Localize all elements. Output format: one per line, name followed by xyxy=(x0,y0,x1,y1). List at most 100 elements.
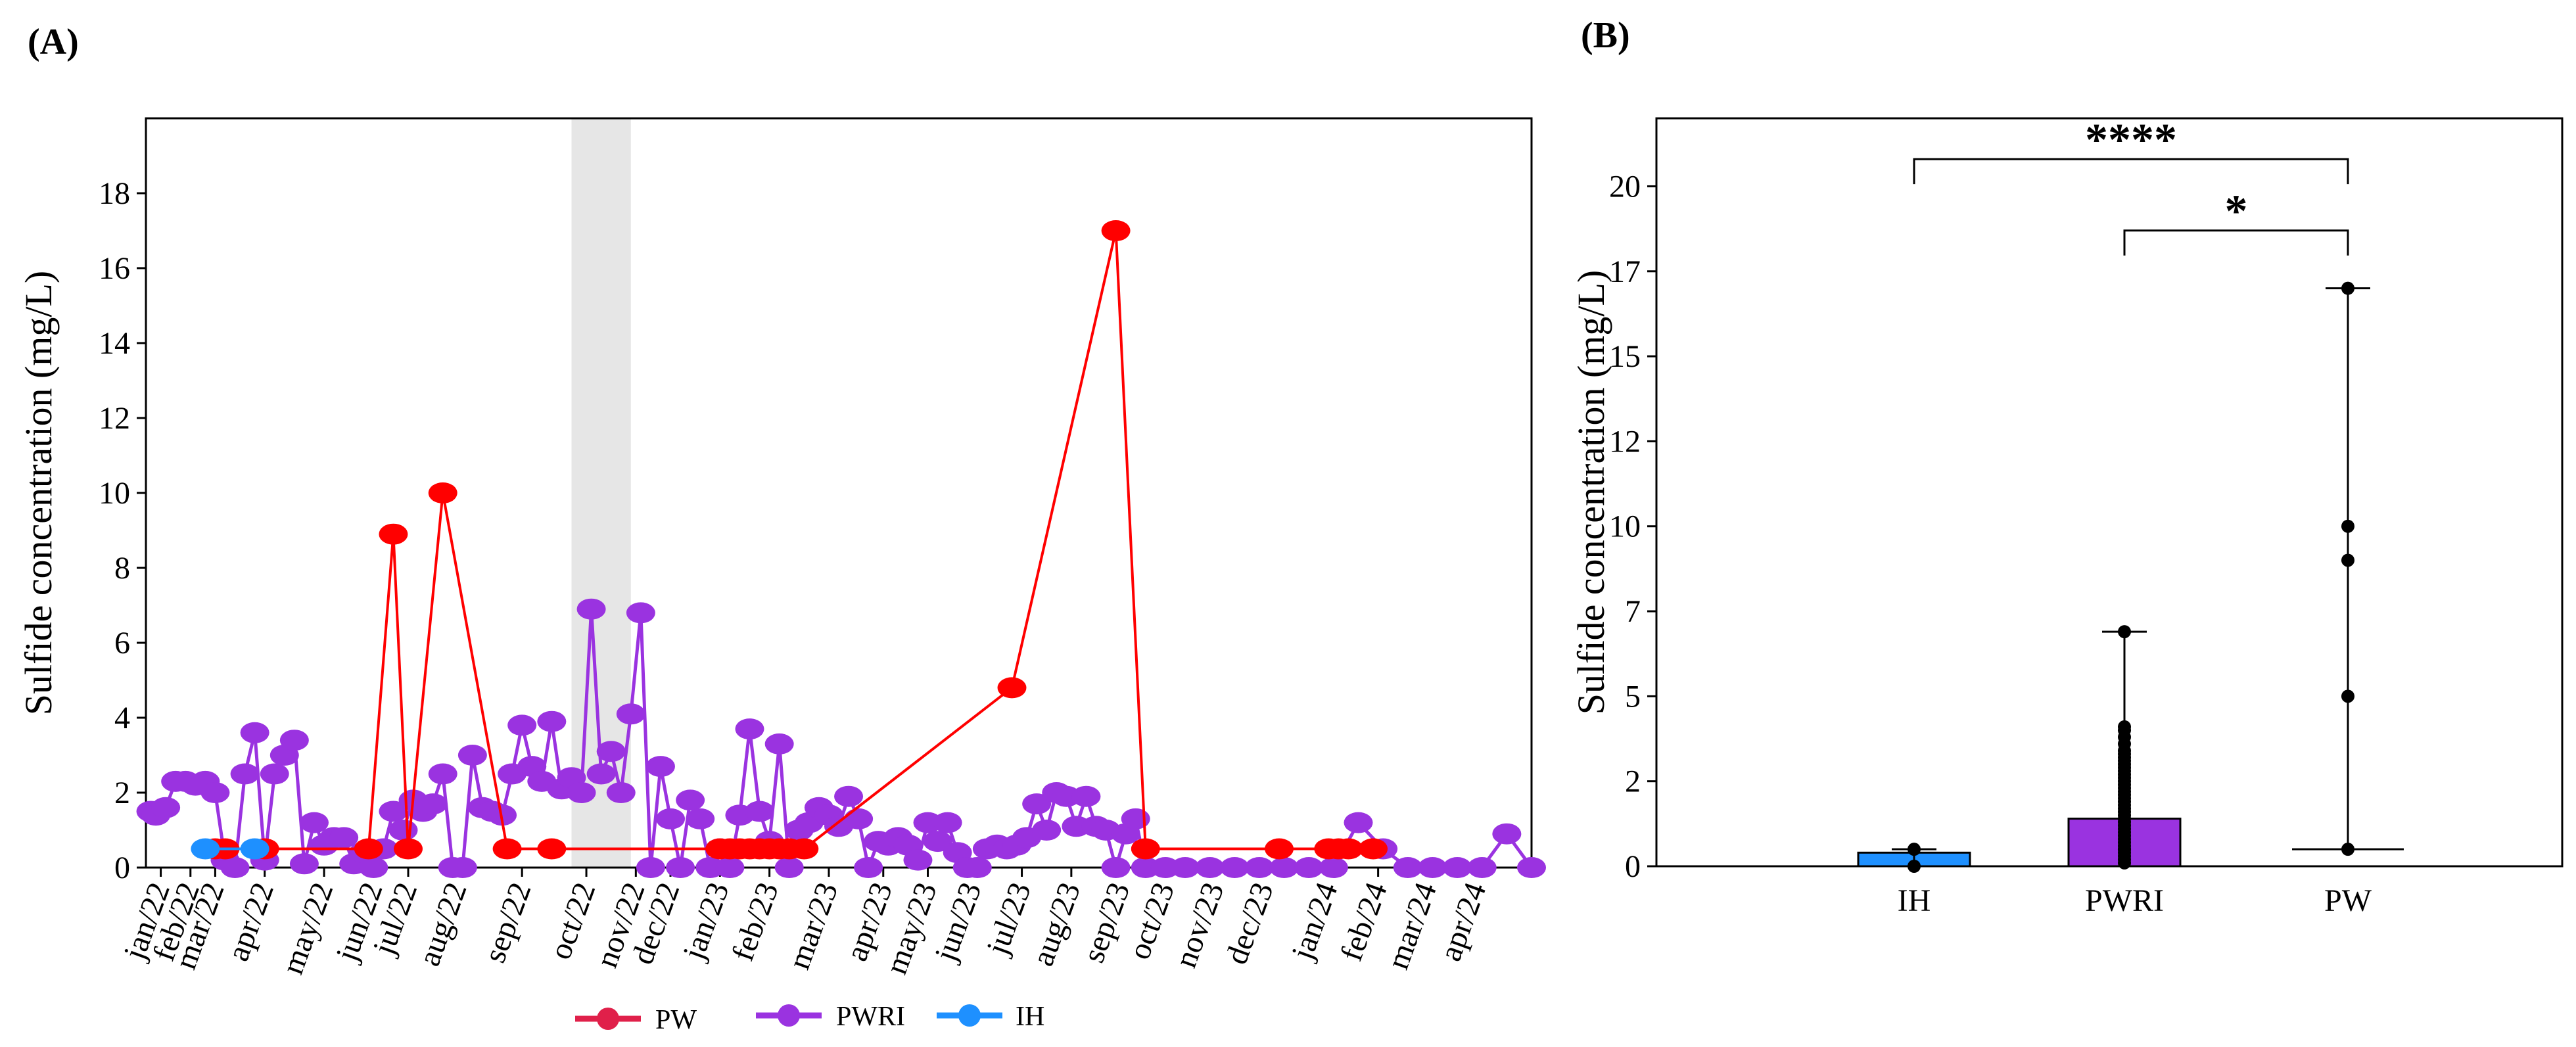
series-pwri-point xyxy=(1344,812,1373,833)
data-point xyxy=(2341,281,2354,295)
series-pwri-point xyxy=(645,756,675,778)
legend-pwri-label: PWRI xyxy=(836,1002,905,1032)
series-pwri-point xyxy=(448,857,477,878)
series-pwri-point xyxy=(1294,857,1324,878)
series-pwri-point xyxy=(676,789,705,811)
series-pwri-point xyxy=(626,602,655,624)
series-pwri-point xyxy=(923,831,952,852)
series-pwri-point xyxy=(854,857,883,878)
series-pw-point xyxy=(1359,838,1388,860)
series-pw-point xyxy=(789,838,819,860)
legend-ih-label: IH xyxy=(1016,1002,1044,1032)
series-pwri-point xyxy=(962,857,992,878)
series-pwri-point xyxy=(1032,820,1062,841)
data-point xyxy=(2341,553,2354,567)
data-point xyxy=(2341,843,2354,856)
series-pwri-point xyxy=(695,857,725,878)
series-pwri-point xyxy=(388,820,418,841)
series-pwri-point xyxy=(774,857,804,878)
data-point xyxy=(1908,843,1921,856)
significance-bracket xyxy=(1913,158,2349,185)
y-tick-label: 6 xyxy=(114,626,130,661)
series-pwri-point xyxy=(151,797,181,818)
series-pwri-point xyxy=(329,827,359,849)
series-pwri-point xyxy=(1418,857,1447,878)
series-pwri-point xyxy=(735,718,764,740)
significance-label: * xyxy=(2225,187,2248,237)
series-pwri-point xyxy=(1244,857,1274,878)
data-point xyxy=(2341,689,2354,703)
series-pw-point xyxy=(1101,220,1131,241)
series-pwri-point xyxy=(1319,857,1348,878)
series-pwri-point xyxy=(537,710,567,732)
series-pwri-point xyxy=(220,857,250,878)
y-tick-label: 2 xyxy=(114,776,130,810)
series-pw-point xyxy=(379,523,408,545)
series-pwri-point xyxy=(1062,816,1091,837)
series-pwri-point xyxy=(1052,785,1081,807)
series-pwri-point xyxy=(903,849,933,871)
series-pwri-point xyxy=(200,782,230,803)
y-tick-label: 4 xyxy=(114,701,130,735)
y-tick-label: 8 xyxy=(114,551,130,586)
series-pwri-point xyxy=(715,857,745,878)
bar-chart-panel-b: 0 2 5 7 10 12 15 17 20 Sulfide concentration (mg/… xyxy=(1570,115,2564,918)
series-pwri-point xyxy=(913,812,943,833)
y-tick-label: 0 xyxy=(114,850,130,885)
x-tick-label: PW xyxy=(2324,883,2372,918)
y-axis-title: Sulfide concentration (mg/L) xyxy=(17,271,60,715)
series-pwri-point xyxy=(616,703,645,725)
significance-bracket xyxy=(2123,229,2349,256)
series-pwri-point xyxy=(418,793,448,815)
panel-b-label: (B) xyxy=(1581,15,1630,56)
series-pw-point xyxy=(428,482,457,503)
series-pwri-point xyxy=(359,857,388,878)
legend-pwri-marker xyxy=(778,1004,800,1027)
series-pwri-point xyxy=(289,853,319,875)
significance-label: **** xyxy=(2085,115,2177,166)
legend-ih-marker xyxy=(958,1004,981,1027)
series-pw-point xyxy=(1265,838,1294,860)
series-pwri-point xyxy=(745,801,774,822)
series-pwri-point xyxy=(606,782,636,803)
x-tick-label: mar/23 xyxy=(782,878,845,974)
series-pwri-point xyxy=(834,785,864,807)
panel-a-label: (A) xyxy=(28,22,79,62)
series-pwri-point xyxy=(656,808,686,829)
series-ih-point xyxy=(240,838,269,860)
y-tick-label: 15 xyxy=(1609,339,1641,374)
y-tick-label: 12 xyxy=(99,401,130,436)
series-pw-point xyxy=(1334,838,1363,860)
series-pw-point xyxy=(537,838,567,860)
y-tick-label: 17 xyxy=(1609,254,1641,289)
series-pwri-point xyxy=(1071,785,1101,807)
series-pwri-point xyxy=(240,722,269,743)
series-pwri-point xyxy=(1195,857,1225,878)
series-pw-point xyxy=(354,838,383,860)
series-pwri-point xyxy=(507,714,537,736)
series-pwri-point xyxy=(1150,857,1180,878)
series-pwri-point xyxy=(428,763,457,785)
data-point xyxy=(2118,720,2131,733)
series-pwri-point xyxy=(1443,857,1472,878)
series-pwri-point xyxy=(576,598,606,620)
highlight-region xyxy=(571,118,631,868)
series-pwri-point xyxy=(299,812,329,833)
series-pwri-point xyxy=(230,763,260,785)
plot-frame xyxy=(145,117,1533,869)
series-pw-point xyxy=(394,838,423,860)
x-tick-label: sep/22 xyxy=(477,878,538,967)
series-pwri-point xyxy=(1467,857,1497,878)
legend: PW PWRI IH xyxy=(575,1002,1044,1035)
y-tick-label: 18 xyxy=(99,176,130,211)
series-pwri-point xyxy=(1131,857,1160,878)
x-tick-label: may/22 xyxy=(275,878,340,979)
series-ih-point xyxy=(191,838,220,860)
plot-frame xyxy=(1655,117,2564,868)
series-pwri-point xyxy=(933,812,962,833)
line-chart-panel-a: 0 2 4 6 8 10 12 14 16 18 Sulfide concentration (mg… xyxy=(17,117,1546,979)
legend-pw-label: PW xyxy=(655,1005,697,1035)
series-pwri-point xyxy=(636,857,665,878)
legend-pw-marker xyxy=(597,1008,619,1030)
